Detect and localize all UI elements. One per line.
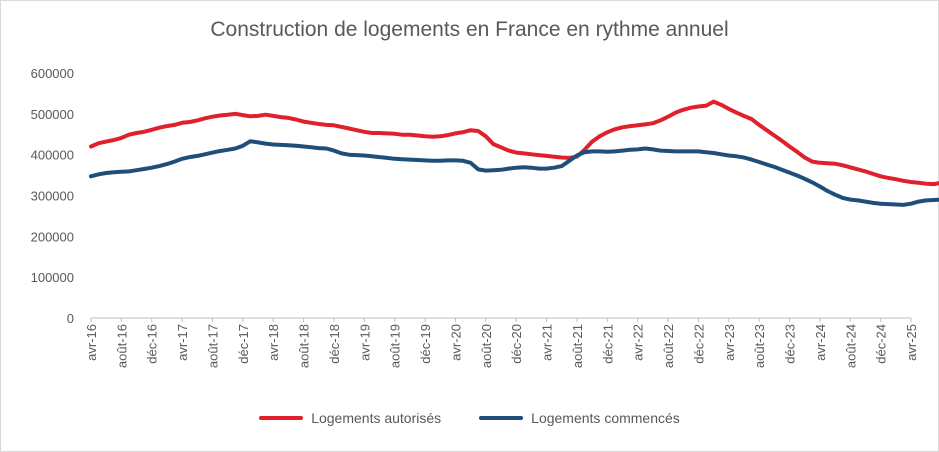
x-tick-label: avr-23: [722, 324, 737, 361]
legend-label-commences: Logements commencés: [531, 410, 680, 426]
x-tick-label: août-19: [388, 324, 403, 368]
x-tick-label: avr-19: [357, 324, 372, 361]
x-tick-label: août-18: [297, 324, 312, 368]
x-tick-label: déc-18: [327, 324, 342, 364]
x-tick-label: août-24: [843, 324, 858, 368]
x-tick-label: avr-22: [631, 324, 646, 361]
series-line-autorises: [89, 99, 939, 187]
series-line-commences: [89, 139, 939, 207]
y-tick-label: 500000: [31, 107, 74, 122]
x-tick-label: août-20: [479, 324, 494, 368]
legend-label-autorises: Logements autorisés: [311, 410, 442, 426]
x-tick-label: août-22: [661, 324, 676, 368]
legend-swatch-autorises: [259, 416, 304, 420]
x-tick-label: avr-17: [175, 324, 190, 361]
x-tick-label: août-16: [114, 324, 129, 368]
x-tick-label: avr-25: [904, 324, 919, 361]
x-tick-label: déc-23: [783, 324, 798, 364]
x-tick-label: déc-17: [236, 324, 251, 364]
y-tick-label: 600000: [31, 66, 74, 81]
y-tick-label: 300000: [31, 189, 74, 204]
x-tick-label: avr-18: [266, 324, 281, 361]
x-tick-label: déc-21: [600, 324, 615, 364]
x-tick-label: août-23: [752, 324, 767, 368]
x-tick-label: déc-24: [874, 324, 889, 364]
x-tick-label: avr-16: [84, 324, 99, 361]
x-tick-label: déc-19: [418, 324, 433, 364]
x-tick-label: avr-21: [540, 324, 555, 361]
y-tick-label: 200000: [31, 229, 74, 244]
x-tick-label: déc-22: [691, 324, 706, 364]
x-axis: avr-16 août-16 déc-16 avr-17 août-17 déc-17 av…: [84, 317, 919, 368]
y-axis: 0 100000 200000 300000 400000 500000 600000: [31, 66, 74, 326]
x-tick-label: déc-20: [509, 324, 524, 364]
x-tick-label: déc-16: [145, 324, 160, 364]
legend-item-autorises: Logements autorisés: [259, 410, 441, 426]
x-tick-label: août-17: [205, 324, 220, 368]
legend-swatch-commences: [479, 416, 524, 420]
legend: Logements autorisés Logements commencés: [0, 410, 939, 426]
legend-item-commences: Logements commencés: [479, 410, 680, 426]
x-tick-label: avr-20: [448, 324, 463, 361]
x-tick-label: avr-24: [813, 324, 828, 361]
y-tick-label: 0: [67, 311, 74, 326]
chart-title: Construction de logements en France en r…: [210, 18, 729, 41]
y-tick-label: 100000: [31, 270, 74, 285]
x-tick-label: août-21: [570, 324, 585, 368]
y-tick-label: 400000: [31, 148, 74, 163]
series-lines: [89, 99, 939, 207]
